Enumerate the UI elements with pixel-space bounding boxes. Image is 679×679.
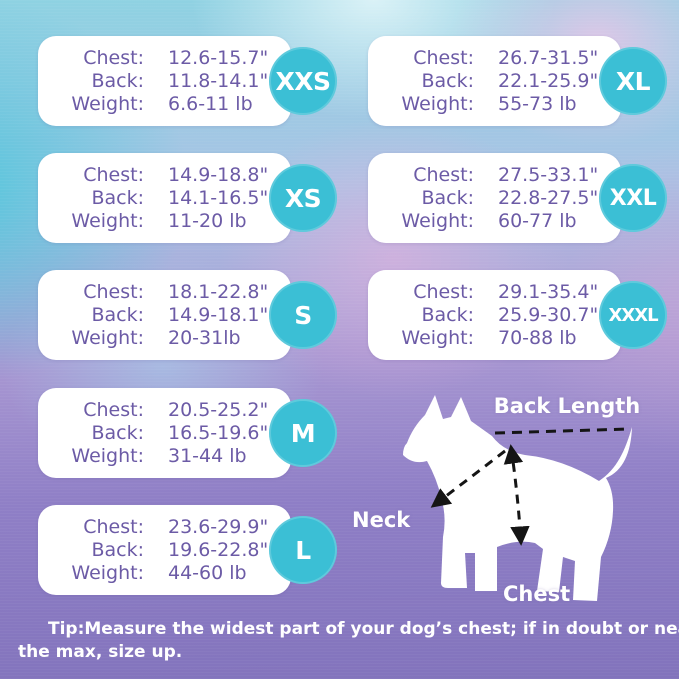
weight-value: 20-31lb	[168, 326, 241, 349]
weight-value: 31-44 lb	[168, 444, 247, 467]
size-badge-l: L	[269, 516, 337, 584]
back-label: Back:	[91, 303, 144, 326]
back-value: 16.5-19.6"	[168, 421, 269, 444]
size-badge-xxl: XXL	[599, 164, 667, 232]
back-label: Back:	[91, 421, 144, 444]
chest-value: 14.9-18.8"	[168, 163, 269, 186]
sizing-tip: Tip:Measure the widest part of your dog’…	[18, 618, 679, 664]
weight-value: 44-60 lb	[168, 561, 247, 584]
back-value: 22.1-25.9"	[498, 69, 599, 92]
chest-label: Chest:	[83, 163, 144, 186]
weight-label: Weight:	[71, 209, 144, 232]
size-badge-xs: XS	[269, 164, 337, 232]
chest-value: 29.1-35.4"	[498, 280, 599, 303]
size-card-s-table: Chest: 18.1-22.8" Back: 14.9-18.1" Weigh…	[58, 281, 268, 350]
back-length-label: Back Length	[493, 394, 641, 418]
back-label: Back:	[91, 186, 144, 209]
weight-label: Weight:	[71, 326, 144, 349]
size-card-xl-table: Chest: 26.7-31.5" Back: 22.1-25.9" Weigh…	[388, 47, 598, 116]
size-card-xs: Chest: 14.9-18.8" Back: 14.1-16.5" Weigh…	[38, 153, 337, 243]
chest-label: Chest:	[413, 163, 474, 186]
size-badge-s: S	[269, 281, 337, 349]
chest-label: Chest:	[413, 46, 474, 69]
weight-value: 11-20 lb	[168, 209, 247, 232]
size-card-xxxl-table: Chest: 29.1-35.4" Back: 25.9-30.7" Weigh…	[388, 281, 598, 350]
size-card-xs-table: Chest: 14.9-18.8" Back: 14.1-16.5" Weigh…	[58, 164, 268, 233]
chest-value: 18.1-22.8"	[168, 280, 269, 303]
chest-value: 12.6-15.7"	[168, 46, 269, 69]
weight-value: 55-73 lb	[498, 92, 577, 115]
size-card-xl: Chest: 26.7-31.5" Back: 22.1-25.9" Weigh…	[368, 36, 667, 126]
back-label: Back:	[421, 303, 474, 326]
back-label: Back:	[421, 69, 474, 92]
dog-measurement-diagram	[385, 385, 675, 615]
size-card-s: Chest: 18.1-22.8" Back: 14.9-18.1" Weigh…	[38, 270, 337, 360]
chest-label: Chest:	[83, 515, 144, 538]
weight-value: 70-88 lb	[498, 326, 577, 349]
sizing-tip-line1: Tip:Measure the widest part of your dog’…	[48, 619, 679, 639]
size-card-xxl: Chest: 27.5-33.1" Back: 22.8-27.5" Weigh…	[368, 153, 667, 243]
size-card-xxxl: Chest: 29.1-35.4" Back: 25.9-30.7" Weigh…	[368, 270, 667, 360]
neck-label: Neck	[352, 508, 411, 532]
weight-label: Weight:	[401, 326, 474, 349]
size-card-m-table: Chest: 20.5-25.2" Back: 16.5-19.6" Weigh…	[58, 399, 268, 468]
chest-label: Chest:	[83, 46, 144, 69]
dog-silhouette-icon	[403, 395, 632, 601]
chest-value: 27.5-33.1"	[498, 163, 599, 186]
weight-label: Weight:	[71, 561, 144, 584]
size-card-l: Chest: 23.6-29.9" Back: 19.6-22.8" Weigh…	[38, 505, 337, 595]
weight-value: 60-77 lb	[498, 209, 577, 232]
back-value: 14.9-18.1"	[168, 303, 269, 326]
chest-value: 20.5-25.2"	[168, 398, 269, 421]
weight-label: Weight:	[401, 209, 474, 232]
size-card-m: Chest: 20.5-25.2" Back: 16.5-19.6" Weigh…	[38, 388, 337, 478]
size-badge-xxxl: XXXL	[599, 281, 667, 349]
back-value: 22.8-27.5"	[498, 186, 599, 209]
back-value: 19.6-22.8"	[168, 538, 269, 561]
size-card-l-table: Chest: 23.6-29.9" Back: 19.6-22.8" Weigh…	[58, 516, 268, 585]
size-badge-xl: XL	[599, 47, 667, 115]
chest-label: Chest:	[83, 398, 144, 421]
size-card-xxs: Chest: 12.6-15.7" Back: 11.8-14.1" Weigh…	[38, 36, 337, 126]
back-label: Back:	[421, 186, 474, 209]
back-label: Back:	[91, 538, 144, 561]
weight-label: Weight:	[71, 92, 144, 115]
chest-measure-line	[503, 444, 530, 546]
size-badge-m: M	[269, 399, 337, 467]
chest-value: 23.6-29.9"	[168, 515, 269, 538]
sizing-tip-line2: the max, size up.	[18, 642, 183, 662]
weight-label: Weight:	[401, 92, 474, 115]
back-value: 25.9-30.7"	[498, 303, 599, 326]
back-length-measure-line	[494, 427, 630, 435]
chest-label: Chest:	[413, 280, 474, 303]
chest-label: Chest:	[83, 280, 144, 303]
back-value: 14.1-16.5"	[168, 186, 269, 209]
chest-value: 26.7-31.5"	[498, 46, 599, 69]
size-card-xxs-table: Chest: 12.6-15.7" Back: 11.8-14.1" Weigh…	[58, 47, 268, 116]
size-badge-xxs: XXS	[269, 47, 337, 115]
size-card-xxl-table: Chest: 27.5-33.1" Back: 22.8-27.5" Weigh…	[388, 164, 598, 233]
back-value: 11.8-14.1"	[168, 69, 269, 92]
chest-diagram-label: Chest	[503, 582, 571, 606]
weight-value: 6.6-11 lb	[168, 92, 253, 115]
back-label: Back:	[91, 69, 144, 92]
weight-label: Weight:	[71, 444, 144, 467]
